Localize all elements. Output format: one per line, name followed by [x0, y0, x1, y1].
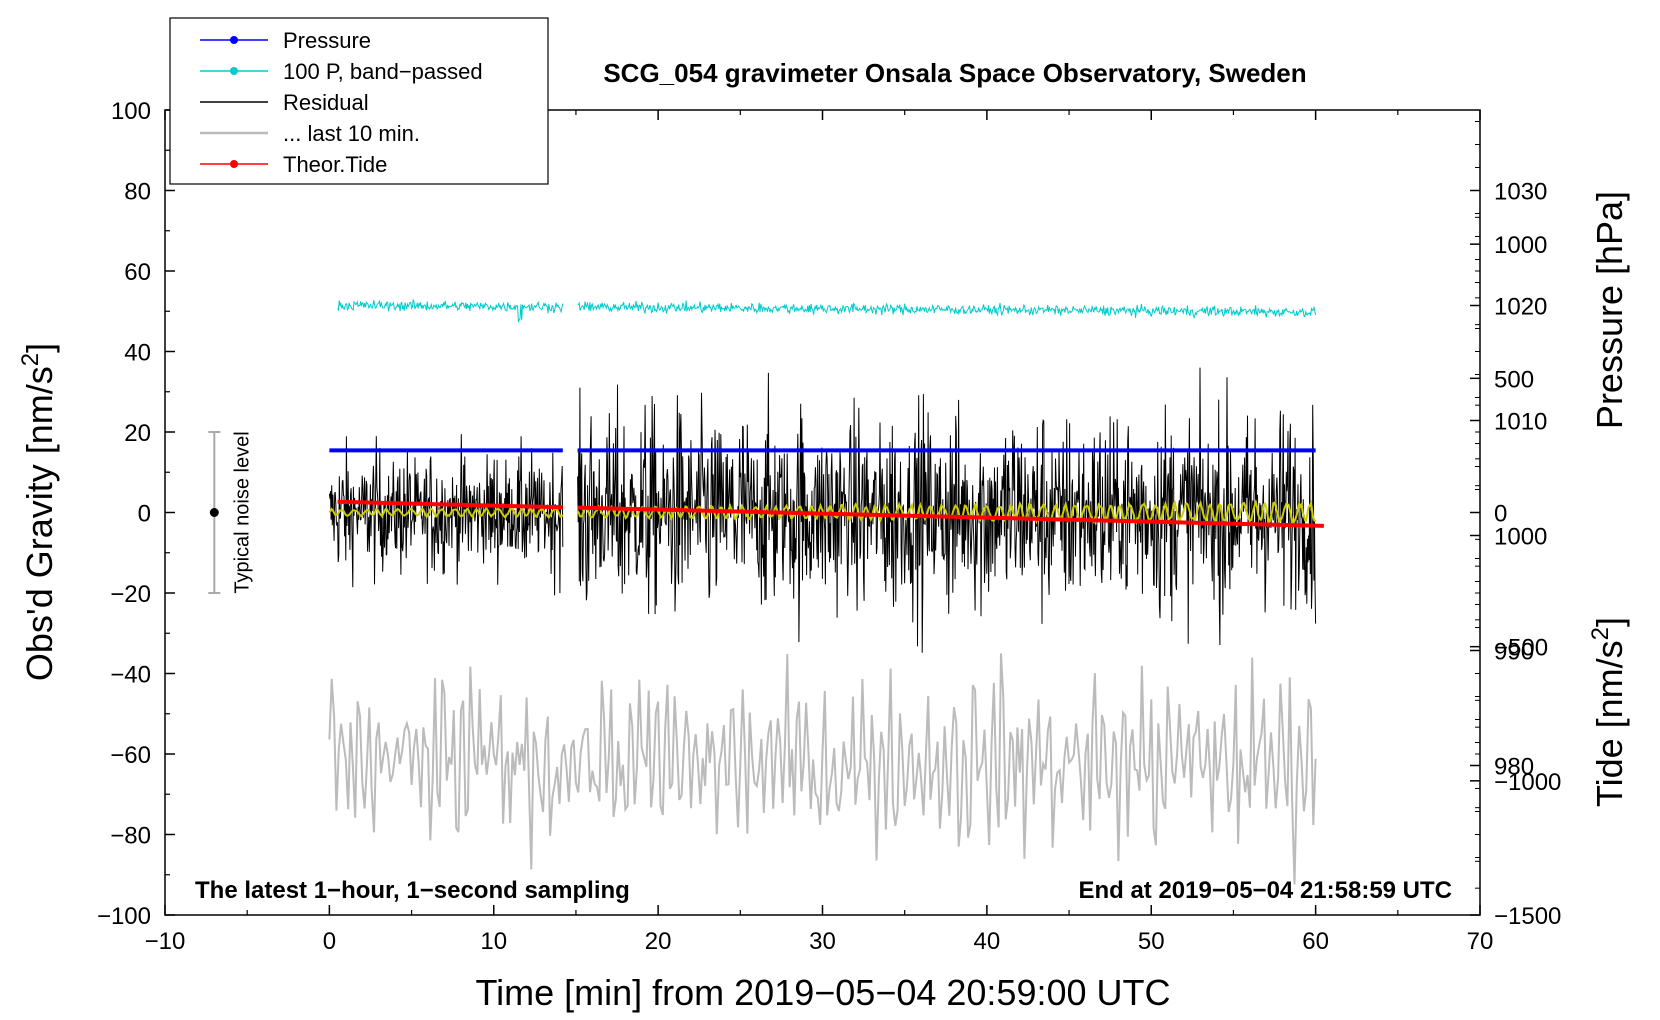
y-axis-label-tide: Tide [nm/s2] [1587, 617, 1630, 807]
y-axis-label-tide-sup: 2 [1587, 627, 1614, 640]
legend-items: Pressure 100 P, band−passed Residual ... la… [200, 28, 483, 177]
y-axis-label-gravity-text: Obs'd Gravity [nm/s [19, 366, 60, 681]
x-tick-label: 40 [974, 928, 1001, 955]
tide-tick-label: 0 [1494, 501, 1507, 528]
legend-marker [230, 67, 238, 75]
legend-label: ... last 10 min. [283, 121, 420, 146]
annotation-left: The latest 1−hour, 1−second sampling [195, 877, 630, 904]
y-axis-label-pressure: Pressure [hPa] [1589, 191, 1630, 429]
legend-label: 100 P, band−passed [283, 59, 483, 84]
annotation-right: End at 2019−05−04 21:58:59 UTC [1078, 877, 1452, 904]
x-tick-label: 0 [323, 928, 336, 955]
y-tick-label: −20 [110, 581, 151, 608]
y-tick-label: 0 [138, 501, 151, 528]
legend-marker [230, 36, 238, 44]
bandpass-line [337, 298, 564, 323]
legend-label: Pressure [283, 28, 371, 53]
x-tick-label: 50 [1138, 928, 1165, 955]
pressure-tick-label: 1030 [1494, 179, 1547, 206]
tide-tick-label: −500 [1494, 635, 1548, 662]
y-tick-label: 20 [124, 420, 151, 447]
pressure-tick-label: 980 [1494, 754, 1534, 781]
legend-marker [230, 160, 238, 168]
ticks-layer: −10 0 10 20 30 40 50 60 70100806040200−20−40−60−… [97, 98, 1561, 955]
residual-line [328, 434, 564, 596]
tide-tick-label: −1000 [1494, 769, 1561, 796]
pressure-tick-label: 1020 [1494, 294, 1547, 321]
x-axis-label: Time [min] from 2019−05−04 20:59:00 UTC [475, 972, 1170, 1013]
y-tick-label: 100 [111, 98, 151, 125]
tide-tick-label: 1000 [1494, 232, 1547, 259]
y-tick-label: 40 [124, 340, 151, 367]
bandpass-line [577, 300, 1317, 320]
chart-title: SCG_054 gravimeter Onsala Space Observat… [603, 58, 1306, 88]
pressure-tick-label: 1010 [1494, 409, 1547, 436]
y-tick-label: 80 [124, 179, 151, 206]
legend-label: Theor.Tide [283, 152, 387, 177]
y-tick-label: −100 [97, 903, 151, 930]
x-tick-label: 10 [480, 928, 507, 955]
residual-smoothed-line [328, 506, 564, 520]
x-tick-label: 30 [809, 928, 836, 955]
y-tick-label: −80 [110, 823, 151, 850]
noise-bar-label: Typical noise level [231, 431, 253, 593]
x-tick-label: 70 [1467, 928, 1494, 955]
y-axis-label-tide-tail: ] [1589, 617, 1630, 627]
y-axis-label-gravity-sup: 2 [17, 353, 44, 366]
y-axis-label-gravity: Obs'd Gravity [nm/s2] [17, 343, 60, 681]
residual-smoothed-line [576, 498, 1317, 527]
series-layer [328, 298, 1324, 885]
x-tick-label: 20 [645, 928, 672, 955]
noise-bar: Typical noise level [208, 431, 253, 594]
y-tick-label: −60 [110, 742, 151, 769]
noise-bar-dot [209, 508, 219, 517]
last-10-min-line [328, 653, 1317, 885]
y-tick-label: −40 [110, 662, 151, 689]
y-axis-label-gravity-tail: ] [19, 343, 60, 353]
tide-tick-label: 500 [1494, 366, 1534, 393]
legend-box [169, 17, 549, 185]
tide-line [577, 505, 1324, 528]
y-tick-label: 60 [124, 259, 151, 286]
pressure-tick-label: 990 [1494, 639, 1534, 666]
legend-label: Residual [283, 90, 369, 115]
tide-line [337, 499, 563, 510]
legend: Pressure 100 P, band−passed Residual ... la… [169, 17, 549, 185]
y-axis-label-tide-text: Tide [nm/s [1589, 640, 1630, 807]
x-tick-label: 60 [1302, 928, 1329, 955]
tide-tick-label: −1500 [1494, 903, 1561, 930]
pressure-tick-label: 1000 [1494, 524, 1547, 551]
x-tick-label: −10 [145, 928, 186, 955]
